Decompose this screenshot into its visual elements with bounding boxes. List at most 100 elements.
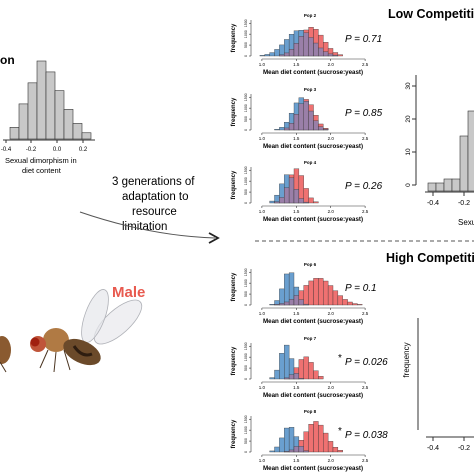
- population-panel: Pop 7 frequency 0 500 1000 1500 1.0 1.5 2.0 2.5 Me…: [231, 336, 388, 399]
- population-panel: Pop 4 frequency 0 500 1000 1500 1.0 1.5 2.0 2.5 Me…: [231, 160, 383, 223]
- high-competition-title: High Competitie: [386, 251, 474, 265]
- female-fly-partial: [0, 336, 11, 373]
- panel-xlabel: Mean diet content (sucrose:yeast): [263, 392, 363, 399]
- arrow-text-line-3: resource: [132, 206, 177, 218]
- panel-xtick-label: 1.5: [293, 385, 300, 390]
- blue-bar: [279, 437, 285, 453]
- left-hist-bar: [36, 60, 47, 140]
- overlap-bar: [298, 299, 304, 306]
- high-competition-dimorphism-histogram: frequency -0.4 -0.2: [402, 318, 474, 452]
- panel-xlabel: Mean diet content (sucrose:yeast): [263, 143, 363, 150]
- rl-ylabel: frequency: [402, 342, 411, 377]
- fly-wing-right: [93, 299, 143, 345]
- curved-arrow: [79, 211, 216, 239]
- blue-bar: [279, 288, 285, 306]
- overlap-bar: [298, 36, 304, 57]
- panel-ytick-label: 1500: [244, 19, 248, 27]
- overlap-bar: [318, 47, 324, 57]
- panel-xtick-label: 1.5: [293, 209, 300, 214]
- right-upper-hist-bar: [435, 182, 445, 192]
- panel-ytick-label: 0: [244, 202, 248, 204]
- panel-xtick-label: 1.5: [293, 458, 300, 463]
- overlap-bar: [293, 373, 300, 380]
- ru-ytick-label-2: 20: [405, 115, 412, 123]
- overlap-bar: [313, 120, 319, 131]
- overlap-bar: [288, 449, 295, 453]
- adaptation-annotation: 3 generations of adaptation to resource …: [79, 176, 220, 244]
- panel-ytick-label: 1000: [244, 104, 248, 112]
- overlap-bar: [284, 301, 290, 306]
- blue-bar: [279, 44, 285, 57]
- panel-p-value: P = 0.038: [345, 430, 388, 441]
- red-bar: [303, 188, 309, 204]
- red-bar: [308, 362, 314, 380]
- panel-significance-star: *: [338, 426, 342, 437]
- red-bar: [352, 303, 358, 306]
- panel-ylabel: frequency: [231, 346, 237, 375]
- rl-xtick-label-0: -0.4: [427, 445, 439, 452]
- panel-xtick-label: 1.5: [293, 62, 300, 67]
- red-bar: [313, 370, 319, 380]
- blue-bar: [284, 273, 290, 306]
- overlap-bar: [279, 303, 285, 306]
- red-bar: [337, 295, 343, 306]
- panel-xtick-label: 2.5: [362, 209, 369, 214]
- red-bar: [327, 441, 334, 453]
- blue-bar: [259, 55, 265, 57]
- overlap-bar: [279, 54, 285, 57]
- red-bar: [337, 450, 343, 453]
- panel-xtick-label: 1.0: [259, 209, 266, 214]
- overlap-bar: [303, 101, 309, 131]
- ru-ytick-label-0: 0: [405, 183, 412, 187]
- panel-ytick-label: 1000: [244, 426, 248, 434]
- ru-xtick-label-0: -0.4: [427, 200, 439, 207]
- panel-xtick-label: 1.5: [293, 136, 300, 141]
- overlap-bar: [318, 126, 324, 131]
- fly-legs: [39, 349, 71, 373]
- male-fly-illustration: [30, 289, 143, 373]
- panel-p-value: P = 0.71: [345, 34, 382, 45]
- panel-ytick-label: 0: [244, 304, 248, 306]
- red-bar: [313, 201, 319, 204]
- panel-ytick-label: 1500: [244, 415, 248, 423]
- left-hist-bar: [9, 127, 20, 140]
- panel-xtick-label: 1.0: [259, 136, 266, 141]
- population-panel: Pop 3 frequency 0 500 1000 1500 1.0 1.5 2.0 2.5 Me…: [231, 87, 383, 150]
- overlap-bar: [288, 123, 295, 131]
- panel-ylabel: frequency: [231, 272, 237, 301]
- panel-xtick-label: 1.0: [259, 62, 266, 67]
- panel-ytick-label: 0: [244, 378, 248, 380]
- panel-ylabel: frequency: [231, 23, 237, 52]
- panel-pop-label: Pop 7: [304, 336, 317, 341]
- panel-ytick-label: 1000: [244, 177, 248, 185]
- left-hist-bar: [81, 132, 92, 140]
- overlap-bar: [308, 110, 314, 131]
- left-tick-label-1: -0.2: [26, 147, 37, 153]
- arrow-text-line-4: limitation: [122, 221, 167, 233]
- red-bar: [323, 432, 329, 453]
- red-bar: [332, 447, 339, 453]
- left-hist-bar: [45, 71, 56, 140]
- panel-ytick-label: 1500: [244, 268, 248, 276]
- panel-ylabel: frequency: [231, 170, 237, 199]
- panel-ytick-label: 1000: [244, 30, 248, 38]
- panel-ytick-label: 1000: [244, 279, 248, 287]
- overlap-bar: [327, 53, 334, 57]
- fly-thorax: [43, 328, 69, 352]
- red-bar: [303, 285, 309, 306]
- overlap-bar: [284, 377, 290, 380]
- overlap-bar: [323, 51, 329, 57]
- overlap-bar: [284, 127, 290, 131]
- red-bar: [303, 356, 309, 380]
- female-fly-leg: [0, 361, 7, 373]
- panel-ytick-label: 500: [244, 291, 248, 297]
- arrow-head-icon: [208, 232, 220, 244]
- panel-ytick-label: 1500: [244, 93, 248, 101]
- fly-eye: [30, 337, 40, 347]
- overlap-bar: [298, 446, 304, 453]
- left-hist-bar: [54, 90, 65, 140]
- overlap-bar: [332, 54, 339, 57]
- overlap-bar: [288, 49, 295, 57]
- panel-xlabel: Mean diet content (sucrose:yeast): [263, 216, 363, 223]
- left-hist-xlabel-line2: diet content: [22, 166, 62, 175]
